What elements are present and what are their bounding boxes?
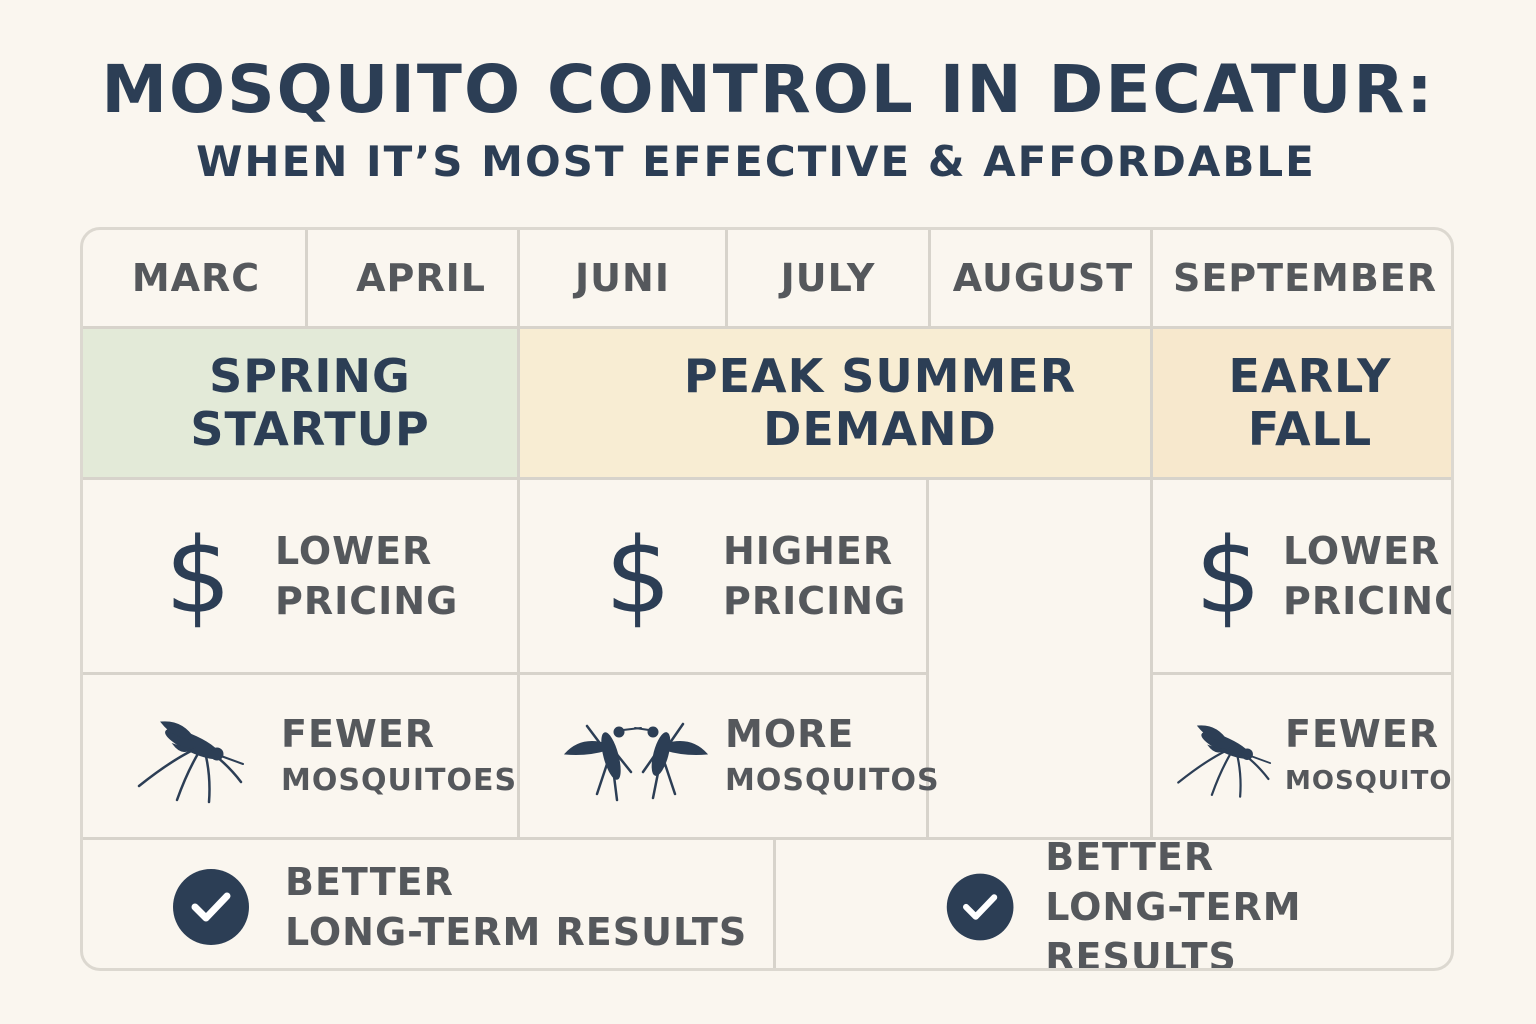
month-september: SEPTEMBER — [1172, 256, 1438, 300]
month-july: JULY — [780, 256, 876, 300]
mosquitoes-fall-line1: FEWER — [1285, 712, 1440, 756]
divider — [305, 230, 308, 326]
pricing-summer: $ HIGHER PRICING — [605, 480, 906, 672]
month-april: APRIL — [356, 256, 486, 300]
season-spring-line2: STARTUP — [190, 402, 430, 456]
checkmark-icon — [173, 869, 249, 945]
season-summer-line1: PEAK SUMMER — [683, 349, 1077, 403]
dollar-icon: $ — [1195, 515, 1262, 637]
divider — [725, 230, 728, 326]
results-right: BETTER LONG-TERM RESULTS — [945, 835, 1451, 968]
results-right-text: BETTER LONG-TERM RESULTS — [1045, 832, 1451, 971]
results-right-line1: BETTER — [1045, 835, 1215, 879]
pricing-spring-text: LOWER PRICING — [275, 526, 458, 626]
season-bg-spring — [83, 329, 517, 477]
mosquito-icon — [1177, 725, 1272, 798]
divider — [83, 477, 1451, 480]
mosquitoes-fall-text: FEWER MOSQUITOES — [1285, 709, 1453, 803]
pricing-fall-line2: PRICING — [1283, 579, 1454, 623]
results-left-text: BETTER LONG-TERM RESULTS — [285, 857, 747, 957]
divider — [83, 837, 1451, 840]
mosquitoes-spring-line2: MOSQUITOES — [281, 763, 518, 798]
pricing-fall-text: LOWER PRICING — [1283, 526, 1454, 626]
divider — [83, 672, 926, 675]
season-summer-line2: DEMAND — [763, 402, 997, 456]
mosquitoes-spring-text: FEWER MOSQUITOES — [281, 709, 517, 803]
mosquitoes-summer-line1: MORE — [725, 712, 855, 756]
season-fall: EARLY FALL — [1153, 329, 1451, 477]
mosquitoes-fall-line2: MOSQUITOES — [1285, 766, 1453, 796]
season-summer: PEAK SUMMER DEMAND — [520, 329, 1240, 477]
mosquitoes-spring-line1: FEWER — [281, 712, 436, 756]
mosquito-icon — [137, 721, 244, 804]
mosquitoes-pair-icon — [563, 722, 709, 802]
divider — [928, 230, 931, 326]
pricing-fall-line1: LOWER — [1283, 529, 1441, 573]
season-spring-line1: SPRING — [209, 349, 411, 403]
page-subtitle: WHEN IT’S MOST EFFECTIVE & AFFORDABLE — [196, 137, 1316, 186]
mosquitoes-summer: MORE MOSQUITOS — [561, 675, 940, 837]
mosquitoes-summer-line2: MOSQUITOS — [725, 763, 940, 798]
divider — [517, 230, 520, 837]
seasonal-table: MARC APRIL JUNI JULY AUGUST SEPTEMBER SP… — [80, 227, 1454, 971]
checkmark-icon — [946, 873, 1014, 941]
pricing-summer-line2: PRICING — [723, 579, 907, 623]
divider — [1150, 230, 1153, 837]
divider — [773, 840, 776, 968]
dollar-icon: $ — [605, 515, 672, 637]
pricing-summer-line1: HIGHER — [723, 529, 894, 573]
pricing-fall: $ LOWER PRICING — [1195, 480, 1454, 672]
results-right-line2: LONG-TERM RESULTS — [1045, 885, 1302, 971]
page-title: MOSQUITO CONTROL IN DECATUR: — [101, 51, 1435, 128]
dollar-icon: $ — [165, 515, 232, 637]
mosquitoes-spring: FEWER MOSQUITOES — [133, 675, 517, 837]
results-left-line2: LONG-TERM RESULTS — [285, 910, 748, 954]
mosquitoes-fall: FEWER MOSQUITOES — [1173, 675, 1453, 837]
month-march: MARC — [131, 256, 261, 300]
results-left-line1: BETTER — [285, 860, 454, 904]
season-bg-fall — [1153, 329, 1451, 477]
season-spring: SPRING STARTUP — [83, 329, 537, 477]
divider — [1153, 672, 1451, 675]
results-left: BETTER LONG-TERM RESULTS — [171, 840, 747, 968]
month-june: JUNI — [575, 256, 670, 300]
divider — [83, 326, 1451, 329]
pricing-spring-line2: PRICING — [275, 579, 459, 623]
pricing-spring-line1: LOWER — [275, 529, 433, 573]
mosquitoes-summer-text: MORE MOSQUITOS — [725, 709, 940, 803]
season-fall-line1: EARLY — [1228, 349, 1392, 403]
divider — [926, 480, 929, 837]
pricing-spring: $ LOWER PRICING — [165, 480, 458, 672]
month-august: AUGUST — [952, 256, 1134, 300]
pricing-summer-text: HIGHER PRICING — [723, 526, 906, 626]
season-bg-summer — [520, 329, 1150, 477]
season-fall-line2: FALL — [1247, 402, 1373, 456]
